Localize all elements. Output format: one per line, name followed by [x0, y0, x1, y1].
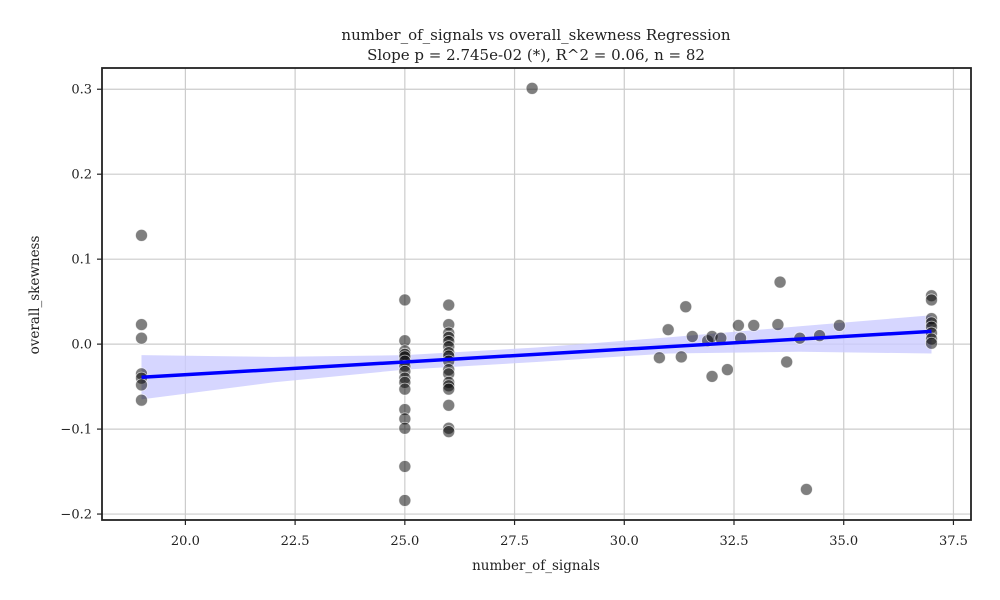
y-axis-label: overall_skewness	[27, 236, 43, 355]
data-point	[398, 460, 412, 473]
data-point	[661, 323, 675, 337]
x-tick-label: 30.0	[610, 534, 639, 549]
y-tick-label: −0.2	[60, 508, 92, 523]
y-tick-label: 0.0	[71, 338, 92, 353]
data-point	[442, 298, 456, 312]
x-tick-label: 27.5	[500, 534, 529, 549]
data-point	[705, 370, 719, 383]
x-tick-label: 20.0	[171, 534, 200, 549]
data-point	[398, 494, 412, 507]
grid-lines	[102, 68, 971, 520]
data-point	[135, 378, 148, 392]
chart-title: number_of_signals vs overall_skewness Re…	[341, 26, 731, 44]
data-point	[398, 293, 412, 307]
data-point	[679, 300, 693, 314]
y-axis-ticks: −0.2 −0.1 0.0 0.1 0.2 0.3	[60, 83, 102, 523]
data-point	[652, 351, 666, 365]
data-point	[135, 228, 148, 242]
x-tick-label: 25.0	[390, 534, 419, 549]
data-point	[925, 336, 938, 350]
data-point	[771, 318, 785, 331]
data-point	[780, 355, 794, 369]
data-point	[800, 483, 813, 496]
regression-line	[141, 329, 932, 380]
data-point	[674, 350, 688, 364]
x-tick-label: 35.0	[829, 534, 858, 549]
data-point	[925, 293, 938, 307]
y-tick-label: 0.1	[71, 253, 92, 268]
chart-subtitle: Slope p = 2.745e-02 (*), R^2 = 0.06, n =…	[367, 46, 705, 64]
data-point	[135, 318, 148, 331]
data-point	[442, 382, 456, 396]
confidence-band-area	[141, 315, 932, 400]
data-point	[398, 382, 412, 396]
y-tick-label: 0.3	[71, 83, 92, 98]
x-tick-label: 32.5	[720, 534, 749, 549]
x-tick-label: 37.5	[939, 534, 968, 549]
x-axis-ticks: 20.0 22.5 25.0 27.5 30.0 32.5 35.0 37.5	[171, 520, 968, 549]
data-point	[442, 398, 456, 412]
data-point	[442, 425, 456, 439]
regression-line-group	[141, 329, 932, 380]
data-point	[773, 275, 787, 289]
confidence-band	[141, 315, 932, 400]
data-point	[525, 81, 539, 95]
y-tick-label: −0.1	[60, 423, 92, 438]
x-tick-label: 22.5	[281, 534, 310, 549]
data-point	[135, 393, 148, 407]
data-point	[747, 319, 761, 332]
y-tick-label: 0.2	[71, 168, 92, 183]
data-point	[135, 331, 148, 345]
data-point	[832, 319, 846, 332]
data-point	[398, 421, 412, 435]
data-point	[731, 319, 745, 332]
plot-frame	[101, 67, 972, 521]
x-axis-label: number_of_signals	[472, 558, 600, 574]
scatter-points	[135, 81, 938, 507]
data-point	[685, 330, 699, 343]
data-point	[721, 363, 734, 377]
